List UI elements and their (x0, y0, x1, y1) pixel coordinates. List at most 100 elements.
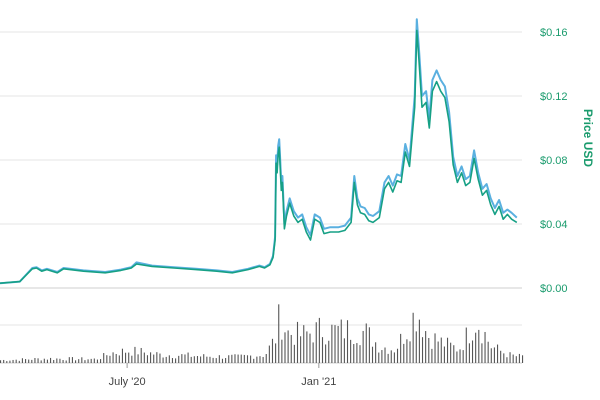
volume-bar (437, 341, 439, 363)
volume-bar (59, 358, 61, 363)
volume-bar (381, 350, 383, 363)
volume-bar (503, 353, 505, 363)
volume-bar (303, 325, 305, 363)
volume-bar (365, 323, 367, 363)
volume-bar (487, 341, 489, 363)
volume-bar (143, 352, 145, 363)
volume-bar (253, 358, 255, 363)
volume-bar (271, 338, 274, 363)
y-axis-label: Price USD (581, 109, 595, 167)
volume-bar (37, 358, 39, 363)
volume-bar (209, 356, 211, 363)
volume-bar (412, 312, 414, 363)
volume-bar (178, 355, 180, 363)
volume-bar (393, 352, 395, 363)
volume-bar (518, 353, 520, 363)
volume-bar (331, 324, 333, 363)
volume-bar (75, 360, 77, 363)
volume-bar (409, 341, 411, 363)
volume-bar (256, 356, 258, 363)
volume-bar (134, 346, 136, 363)
volume-bar (193, 356, 195, 363)
volume-bar (387, 353, 389, 363)
volume-bar (346, 320, 349, 363)
volume-bar (218, 355, 220, 363)
volume-bar (471, 340, 474, 363)
volume-bar (403, 343, 405, 363)
volume-bar (337, 325, 339, 363)
volume-bar (418, 319, 420, 363)
volume-bar (234, 354, 236, 363)
x-tick-label: July '20 (109, 376, 146, 388)
volume-bar (468, 343, 470, 363)
volume-bar (212, 357, 214, 363)
volume-bar (81, 357, 83, 363)
volume-bar (9, 360, 11, 363)
volume-bar (440, 337, 442, 363)
volume-bar (187, 352, 189, 363)
volume-bar (150, 352, 152, 363)
volume-bar (362, 330, 364, 363)
y-tick-label: $0.08 (540, 155, 568, 167)
volume-bar (431, 348, 433, 363)
volume-bar (231, 354, 233, 363)
volume-bar (165, 356, 167, 363)
y-tick-label: $0.04 (540, 219, 568, 231)
volume-bar (453, 345, 455, 363)
volume-bar (359, 345, 361, 363)
volume-bar (50, 357, 52, 363)
volume-bar (484, 331, 486, 363)
volume-bar (384, 347, 386, 363)
volume-bar (84, 360, 86, 363)
volume-bar (250, 355, 252, 363)
volume-bar (350, 339, 352, 363)
volume-bar (462, 350, 464, 363)
volume-bar (96, 359, 98, 363)
volume-bar (309, 333, 311, 363)
volume-bar (268, 345, 270, 363)
volume-bar (281, 339, 283, 363)
volume-bar (15, 359, 17, 363)
volume-bar (459, 349, 461, 363)
volume-bar (31, 359, 33, 363)
volume-bar (103, 353, 105, 363)
volume-bar (509, 352, 511, 363)
volume-bar (118, 355, 120, 363)
price-series-line (0, 18, 518, 285)
volume-bar (25, 359, 27, 363)
volume-bar (106, 355, 108, 363)
volume-bar (325, 344, 327, 363)
volume-bar (112, 352, 114, 363)
volume-bar (515, 356, 517, 363)
volume-bar (490, 348, 492, 363)
volume-bar (259, 356, 261, 363)
volume-bar (290, 334, 292, 363)
volume-bar (343, 338, 345, 363)
volume-bar (196, 356, 199, 363)
volume-bar (306, 331, 308, 363)
volume-bar (168, 355, 170, 363)
volume-bar (396, 348, 399, 363)
volume-bar (428, 337, 430, 363)
volume-bar (115, 354, 117, 363)
volume-bar (68, 357, 70, 363)
volume-bar (500, 350, 502, 363)
volume-bar (371, 346, 374, 363)
volume-bar (522, 355, 524, 363)
volume-bar (328, 340, 330, 363)
volume-bar (131, 355, 133, 363)
volume-bar (390, 350, 392, 363)
volume-bar (3, 359, 5, 363)
volume-bar (87, 359, 89, 363)
volume-bar (318, 317, 320, 363)
volume-bar (225, 358, 227, 363)
volume-bar (321, 337, 324, 363)
volume-bar (481, 343, 483, 363)
volume-bar (368, 327, 370, 363)
volume-bar (159, 353, 161, 363)
volume-bar (506, 357, 508, 363)
volume-bar (446, 337, 449, 363)
volume-bar (340, 319, 342, 363)
volume-bar (465, 327, 467, 363)
